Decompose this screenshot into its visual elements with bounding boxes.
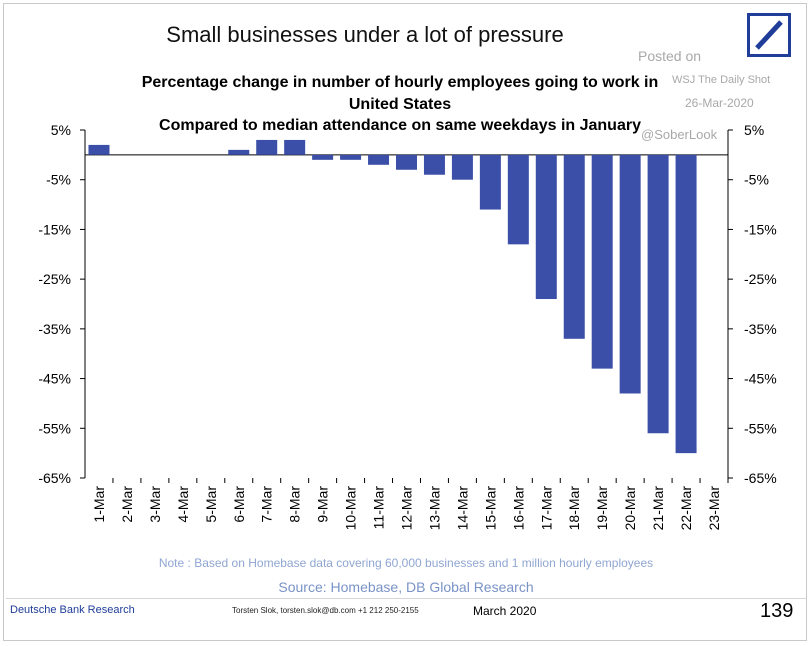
bar-7-mar — [256, 139, 278, 155]
x-tick-label: 22-Mar — [678, 486, 694, 531]
bar-13-mar — [423, 154, 445, 175]
bar-15-mar — [479, 154, 501, 210]
chart-subtitle-line3: Compared to median attendance on same we… — [159, 117, 641, 134]
x-tick-label: 9-Mar — [315, 486, 331, 523]
logo-slash-icon — [755, 20, 783, 50]
x-tick-label: 13-Mar — [426, 486, 442, 531]
bar-8-mar — [284, 139, 306, 155]
bar-18-mar — [563, 154, 585, 339]
x-tick-label: 1-Mar — [91, 486, 107, 523]
watermark-date: 26-Mar-2020 — [685, 96, 754, 110]
footer-date: March 2020 — [473, 604, 537, 618]
y-tick-label-left: -65% — [38, 470, 71, 486]
y-tick-label-right: -5% — [744, 172, 769, 188]
y-tick-label-right: -55% — [744, 420, 777, 436]
watermark-posted-on: Posted on — [638, 48, 702, 64]
y-tick-label-right: -65% — [744, 470, 777, 486]
footer-brand: Deutsche Bank Research — [10, 604, 135, 616]
x-tick-label: 7-Mar — [259, 486, 275, 523]
x-tick-label: 19-Mar — [594, 486, 610, 531]
y-tick-label-left: -55% — [38, 420, 71, 436]
bar-21-mar — [647, 154, 669, 434]
footer-contact: Torsten Slok, torsten.slok@db.com +1 212… — [232, 606, 419, 615]
bar-12-mar — [396, 154, 417, 170]
chart-title: Small businesses under a lot of pressure — [166, 22, 564, 47]
bar-19-mar — [591, 154, 613, 369]
x-tick-label: 16-Mar — [510, 486, 526, 531]
deutsche-bank-logo — [747, 13, 791, 57]
x-tick-label: 20-Mar — [622, 486, 638, 531]
y-tick-label-left: -45% — [38, 371, 71, 387]
x-tick-label: 17-Mar — [538, 486, 554, 531]
x-tick-label: 6-Mar — [231, 486, 247, 523]
y-tick-label-right: -25% — [744, 271, 777, 287]
bar-11-mar — [368, 154, 390, 165]
y-tick-label-right: -15% — [744, 221, 777, 237]
y-tick-label-left: -15% — [38, 221, 71, 237]
bar-14-mar — [451, 154, 473, 180]
x-tick-label: 11-Mar — [371, 486, 387, 530]
bar-20-mar — [619, 154, 641, 394]
x-tick-label: 23-Mar — [706, 486, 722, 531]
chart-subtitle-line2: United States — [348, 96, 452, 113]
y-tick-label-right: 5% — [744, 122, 764, 138]
x-tick-label: 10-Mar — [343, 486, 359, 531]
x-tick-label: 4-Mar — [175, 486, 191, 523]
y-tick-label-left: 5% — [51, 122, 71, 138]
x-tick-label: 2-Mar — [119, 486, 135, 523]
y-tick-label-left: -25% — [38, 271, 71, 287]
bar-9-mar — [312, 154, 334, 160]
y-tick-label-left: -5% — [46, 172, 71, 188]
x-tick-label: 15-Mar — [482, 486, 498, 531]
bar-6-mar — [228, 149, 250, 155]
x-tick-label: 18-Mar — [566, 486, 582, 531]
bar-22-mar — [675, 154, 697, 454]
bar-1-mar — [88, 144, 110, 155]
watermark-outlet: WSJ The Daily Shot — [672, 74, 771, 86]
x-tick-label: 14-Mar — [454, 486, 470, 531]
y-tick-label-right: -35% — [744, 321, 777, 337]
y-tick-label-left: -35% — [38, 321, 71, 337]
chart-note: Note : Based on Homebase data covering 6… — [158, 556, 654, 570]
x-tick-label: 8-Mar — [287, 486, 303, 523]
bar-17-mar — [535, 154, 557, 300]
x-tick-label: 21-Mar — [650, 486, 666, 531]
page-number: 139 — [760, 600, 794, 622]
bar-16-mar — [507, 154, 529, 245]
bar-10-mar — [340, 154, 362, 160]
y-tick-label-right: -45% — [744, 371, 777, 387]
x-tick-label: 5-Mar — [203, 486, 219, 523]
x-tick-label: 12-Mar — [399, 486, 415, 531]
watermark-handle: @SoberLook — [641, 127, 718, 142]
chart-subtitle-line1: Percentage change in number of hourly em… — [141, 74, 659, 91]
x-tick-label: 3-Mar — [147, 486, 163, 523]
footer-divider — [6, 598, 806, 599]
slide-frame — [3, 3, 807, 641]
chart-source: Source: Homebase, DB Global Research — [278, 579, 534, 595]
